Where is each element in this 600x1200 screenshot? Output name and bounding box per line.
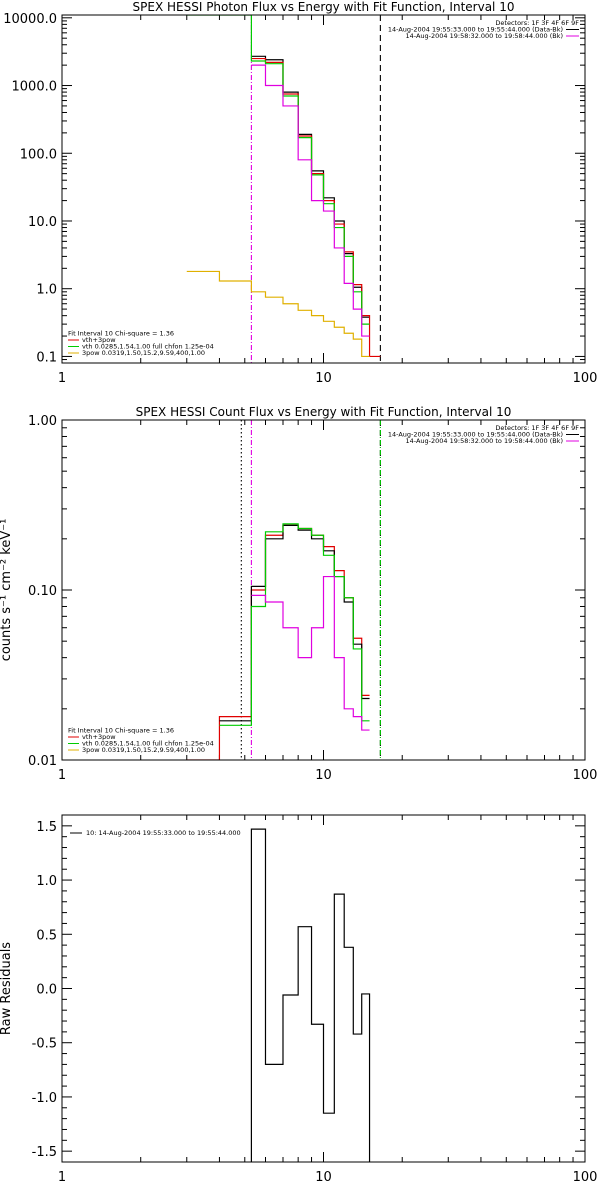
chart-title: SPEX HESSI Photon Flux vs Energy with Fi… <box>133 0 515 14</box>
y-tick-label: 0.0 <box>36 983 57 998</box>
legend-entry: 14-Aug-2004 19:55:33.000 to 19:55:44.000… <box>388 26 563 34</box>
series-group <box>186 15 381 358</box>
plot-frame <box>61 814 586 1163</box>
x-tick-label: 10 <box>315 768 332 783</box>
y-tick-label: 0.01 <box>28 754 57 769</box>
y-tick-label: 1000.0 <box>12 80 58 95</box>
series-line-bk <box>251 64 370 337</box>
y-tick-label: -1.5 <box>32 1145 57 1160</box>
legend-entry: Detectors: 1F 3F 4F 6F 9F <box>495 424 579 432</box>
photon-flux-panel: SPEX HESSI Photon Flux vs Energy with Fi… <box>3 0 597 386</box>
series-line-vth <box>219 523 370 726</box>
series-line-3pow <box>186 270 370 358</box>
x-tick-label: 10 <box>315 371 332 386</box>
legend-entry: Fit Interval 10 Chi-square = 1.36 <box>68 727 174 735</box>
legend-entry: 3pow 0.0319,1.50,15.2,9.59,400,1.00 <box>82 349 205 357</box>
series-group <box>186 523 370 760</box>
y-tick-label: 10000.0 <box>3 12 57 27</box>
plot-frame <box>61 14 586 364</box>
y-tick-label: 1.5 <box>36 820 57 835</box>
x-tick-label: 1 <box>58 768 66 783</box>
y-tick-label: 100.0 <box>20 147 57 162</box>
legend-entry: Detectors: 1F 3F 4F 6F 9F <box>495 19 579 27</box>
y-tick-label: 0.5 <box>36 928 57 943</box>
x-tick-label: 1 <box>58 371 66 386</box>
y-tick-label: 10.0 <box>28 215 57 230</box>
y-axis-label: Raw Residuals <box>0 942 14 1035</box>
y-tick-label: -1.0 <box>32 1091 57 1106</box>
series-line-bk <box>251 575 370 731</box>
y-tick-label: 0.10 <box>28 584 57 599</box>
y-tick-label: -0.5 <box>32 1037 57 1052</box>
chart-title: SPEX HESSI Count Flux vs Energy with Fit… <box>136 405 512 419</box>
y-tick-label: 1.0 <box>36 283 57 298</box>
legend-entry: Fit Interval 10 Chi-square = 1.36 <box>68 330 174 338</box>
y-axis-label: counts s⁻¹ cm⁻² keV⁻¹ <box>0 519 14 662</box>
residuals-panel: Raw Residuals 1 10 100 -1.5 -1.0 -0.5 0.0 0.5 1.0… <box>0 814 598 1185</box>
legend-entry: 14-Aug-2004 19:55:33.000 to 19:55:44.000… <box>388 431 563 439</box>
x-tick-label: 10 <box>315 1170 332 1185</box>
legend-entry: vth 0.0285,1.54,1.00 full chfon 1.25e-04 <box>82 343 214 351</box>
legend-entry: 3pow 0.0319,1.50,15.2,9.59,400,1.00 <box>82 746 205 754</box>
x-tick-label: 1 <box>58 1170 66 1185</box>
x-tick-label: 100 <box>573 1170 598 1185</box>
series-line-vth-3pow <box>186 524 370 760</box>
legend-entry: 14-Aug-2004 19:58:32.000 to 19:58:44.000… <box>406 437 563 445</box>
series-group <box>250 828 371 1162</box>
plot-frame <box>61 419 586 761</box>
legend-entry: 14-Aug-2004 19:58:32.000 to 19:58:44.000… <box>406 32 563 40</box>
legend-entry: vth 0.0285,1.54,1.00 full chfon 1.25e-04 <box>82 740 214 748</box>
series-line-data-bk <box>219 524 370 722</box>
x-tick-label: 100 <box>573 768 598 783</box>
legend-entry: vth+3pow <box>82 733 116 741</box>
series-line-vth <box>186 15 370 325</box>
series-line-vth-3pow <box>251 57 381 358</box>
x-tick-label: 100 <box>573 371 598 386</box>
legend-entry: 10: 14-Aug-2004 19:55:33.000 to 19:55:44… <box>86 829 241 837</box>
count-flux-panel: SPEX HESSI Count Flux vs Energy with Fit… <box>0 405 597 783</box>
y-tick-label: 1.0 <box>36 874 57 889</box>
y-tick-label: 1.00 <box>28 414 57 429</box>
series-line-data-bk <box>251 55 370 318</box>
legend-entry: vth+3pow <box>82 336 116 344</box>
y-tick-label: 0.1 <box>36 350 57 365</box>
series-line-residuals <box>250 828 371 1162</box>
